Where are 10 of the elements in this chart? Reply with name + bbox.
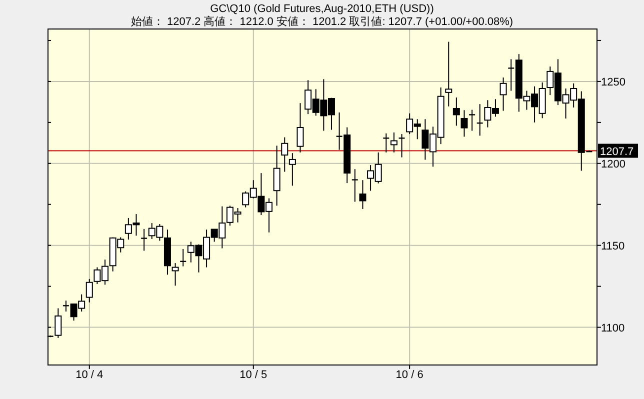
y-tick-label: 1200 (601, 158, 626, 170)
x-tick-label: 10 / 6 (396, 369, 424, 381)
chart-subtitle: 始値： 1207.2 高値： 1212.0 安値： 1201.2 取引値: 1207.7 (+01.00/+00.08%) (130, 15, 514, 28)
chart-title: GC\Q10 (Gold Futures,Aug-2010,ETH (USD)) (210, 3, 434, 15)
y-tick-label: 1250 (601, 76, 626, 88)
x-tick-label: 10 / 5 (240, 369, 268, 381)
ref-line-label: 1207.7 (600, 146, 634, 158)
y-tick-label: 1100 (601, 322, 625, 334)
y-tick-label: 1150 (601, 240, 625, 252)
x-tick-label: 10 / 4 (76, 369, 104, 381)
